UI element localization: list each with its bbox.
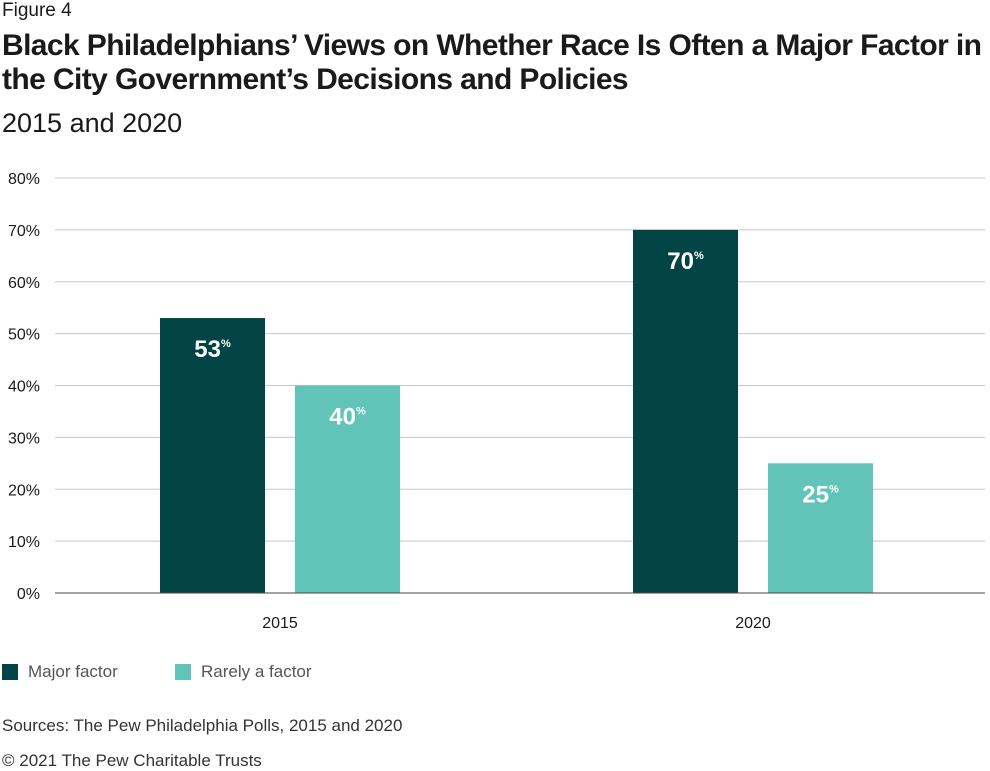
bar-rarely-a-factor-2015: [295, 385, 400, 593]
copyright-note: © 2021 The Pew Charitable Trusts: [2, 751, 262, 770]
y-tick-label: 40%: [8, 379, 40, 396]
x-axis-category-labels: 2015 2020: [262, 615, 771, 632]
source-note: Sources: The Pew Philadelphia Polls, 201…: [2, 716, 403, 735]
legend-swatch-major-factor: [2, 664, 18, 680]
bar-chart: 0%10%20%30%40%50%60%70%80% 53%40%70%25% …: [8, 171, 985, 632]
bar-major-factor-2015: [160, 318, 265, 593]
y-tick-label: 10%: [8, 534, 40, 551]
data-label: 53%: [194, 336, 231, 363]
bar-rarely-a-factor-2020: [768, 463, 873, 593]
y-tick-label: 80%: [8, 171, 40, 188]
bars: 53% 40% 70% 25%: [160, 229, 873, 593]
y-tick-label: 60%: [8, 275, 40, 292]
y-tick-label: 20%: [8, 482, 40, 499]
data-label: 25%: [802, 481, 839, 508]
data-label: 70%: [667, 248, 704, 275]
y-tick-label: 50%: [8, 327, 40, 344]
legend-label-major-factor: Major factor: [28, 662, 118, 681]
bar-major-factor-2020: [633, 229, 738, 593]
y-tick-label: 30%: [8, 430, 40, 447]
x-tick-label: 2020: [735, 615, 771, 632]
y-tick-label: 0%: [17, 586, 40, 603]
legend-label-rarely-a-factor: Rarely a factor: [201, 662, 312, 681]
legend-swatch-rarely-a-factor: [175, 664, 191, 680]
figure-label: Figure 4: [2, 0, 72, 21]
chart-title: Black Philadelphians’ Views on Whether R…: [2, 29, 982, 96]
chart-subtitle: 2015 and 2020: [2, 108, 183, 138]
data-label: 40%: [329, 404, 366, 431]
y-axis-tick-labels: 0% 10% 20% 30% 40% 50% 60% 70% 80%: [8, 171, 40, 603]
legend-item-major-factor: Major factor: [2, 662, 118, 682]
y-tick-label: 70%: [8, 223, 40, 240]
legend-item-rarely-a-factor: Rarely a factor: [175, 662, 312, 682]
x-tick-label: 2015: [262, 615, 298, 632]
